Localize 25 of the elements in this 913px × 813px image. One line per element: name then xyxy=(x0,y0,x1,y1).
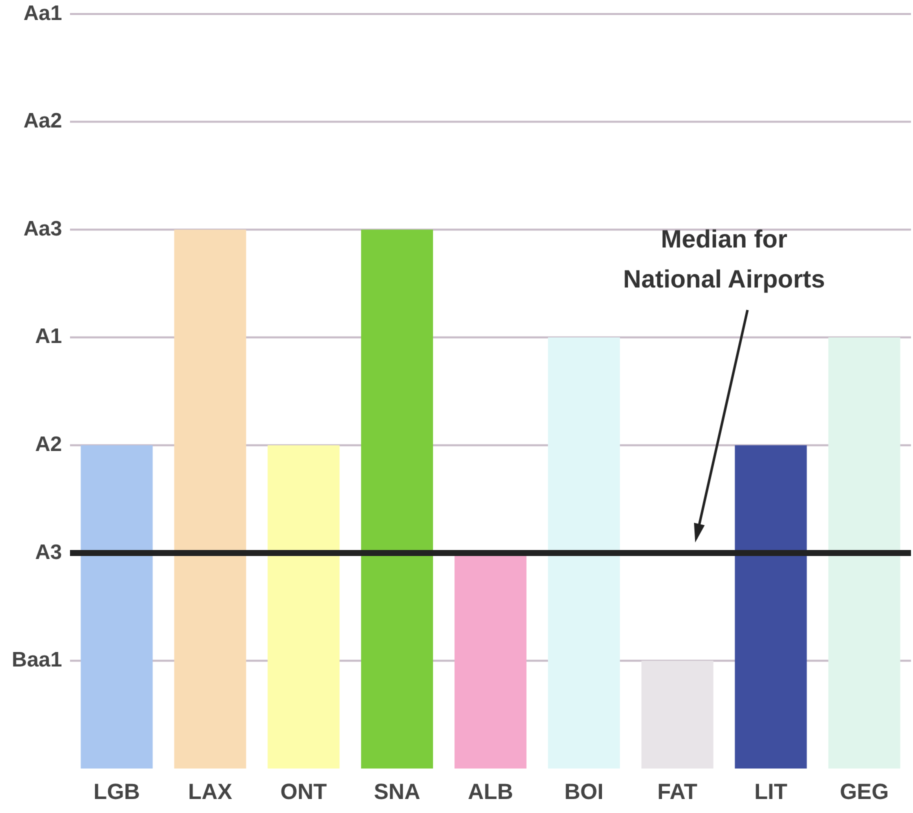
bar xyxy=(268,445,340,769)
bar xyxy=(828,337,900,769)
text: Aa1 xyxy=(23,2,62,25)
x-tick-label: GEG xyxy=(840,778,889,804)
bar xyxy=(734,445,807,769)
x-tick-label: FAT xyxy=(657,778,698,804)
x-tick-label: LIT xyxy=(754,778,788,804)
text: A2 xyxy=(35,432,62,456)
bar xyxy=(80,445,153,769)
bar xyxy=(548,337,620,769)
x-tick-label: LGB xyxy=(93,778,140,804)
bar xyxy=(641,660,714,769)
ref-line-label: Median for National Airports xyxy=(623,225,826,294)
bar xyxy=(361,230,434,769)
x-tick-label: LAX xyxy=(188,778,232,804)
text: Aa2 xyxy=(23,110,62,133)
x-tick-label: ONT xyxy=(280,778,328,804)
text: A3 xyxy=(35,540,62,564)
x-tick-label: SNA xyxy=(374,778,420,804)
x-tick-label: BOI xyxy=(564,778,604,804)
text: Baa1 xyxy=(12,648,62,672)
text: A1 xyxy=(35,325,62,348)
bar xyxy=(174,230,246,769)
x-tick-label: ALB xyxy=(468,778,514,804)
text: Aa3 xyxy=(23,217,62,240)
